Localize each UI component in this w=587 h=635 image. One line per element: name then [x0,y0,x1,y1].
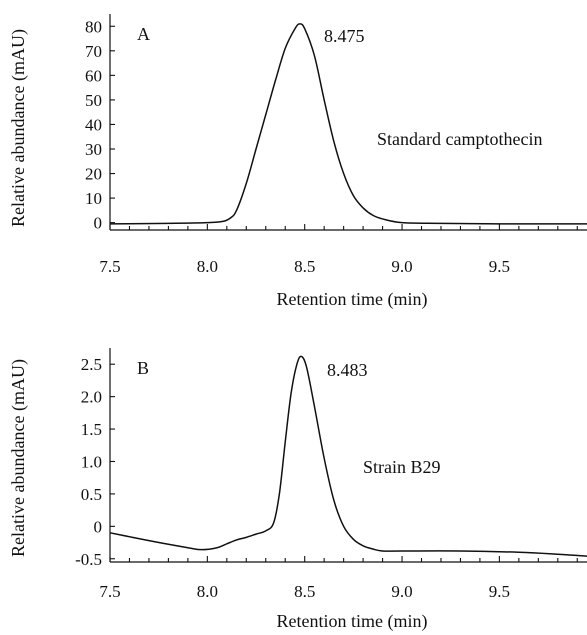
panel-b-y-tick-label: 1.5 [81,420,102,439]
panel-a-series-label: Standard camptothecin [377,129,542,149]
panel-a-y-tick-label: 30 [85,140,102,159]
panel-a-y-title: Relative abundance (mAU) [8,29,29,227]
panel-b: 7.5 8.0 8.5 9.0 9.5 -0.5 0 0.5 1.0 1.5 2.0 2.5 B 8.… [8,348,587,632]
panel-a-x-tick-label: 9.0 [391,257,412,276]
panel-b-x-tick-label: 9.5 [489,582,510,601]
panel-b-x-tick-label: 8.5 [294,582,315,601]
panel-a-y-tick-label: 50 [85,91,102,110]
panel-a: 7.5 8.0 8.5 9.0 9.5 0 10 20 30 40 50 60 70 80 A 8.475… [8,14,587,310]
panel-a-letter: A [137,24,150,44]
panel-a-y-tick-label: 70 [85,42,102,61]
panel-a-trace-line [109,23,587,225]
panel-a-y-tick-label: 10 [85,189,102,208]
panel-b-series-label: Strain B29 [363,457,441,477]
panel-b-y-tick-label: 0 [94,517,103,536]
panel-b-y-tick-label: 0.5 [81,485,102,504]
panel-a-y-tick-label: 60 [85,66,102,85]
panel-a-peak-label: 8.475 [324,26,365,46]
panel-b-trace-line [109,355,587,557]
panel-b-x-tick-label: 8.0 [197,582,218,601]
panel-a-x-tick-label: 9.5 [489,257,510,276]
panel-a-x-tick-label: 8.5 [294,257,315,276]
panel-b-y-tick-label: 2.5 [81,355,102,374]
panel-b-y-title: Relative abundance (mAU) [8,359,29,557]
panel-a-axes: 7.5 8.0 8.5 9.0 9.5 0 10 20 30 40 50 60 70 80 [85,14,587,276]
panel-a-x-title: Retention time (min) [277,289,428,310]
panel-a-x-tick-label: 7.5 [99,257,120,276]
panel-a-y-tick-label: 80 [85,17,102,36]
panel-a-y-tick-label: 0 [94,214,103,233]
panel-b-axes: 7.5 8.0 8.5 9.0 9.5 -0.5 0 0.5 1.0 1.5 2.0 2.5 [75,348,587,601]
panel-a-x-tick-label: 8.0 [197,257,218,276]
panel-b-x-title: Retention time (min) [277,611,428,632]
panel-a-y-tick-label: 40 [85,115,102,134]
panel-b-y-tick-label: 1.0 [81,452,102,471]
panel-b-x-tick-label: 9.0 [391,582,412,601]
panel-b-y-tick-label: 2.0 [81,388,102,407]
panel-b-y-tick-label: -0.5 [75,550,102,569]
panel-b-peak-label: 8.483 [327,360,368,380]
panel-a-y-tick-label: 20 [85,165,102,184]
panel-b-x-tick-label: 7.5 [99,582,120,601]
panel-b-letter: B [137,358,149,378]
